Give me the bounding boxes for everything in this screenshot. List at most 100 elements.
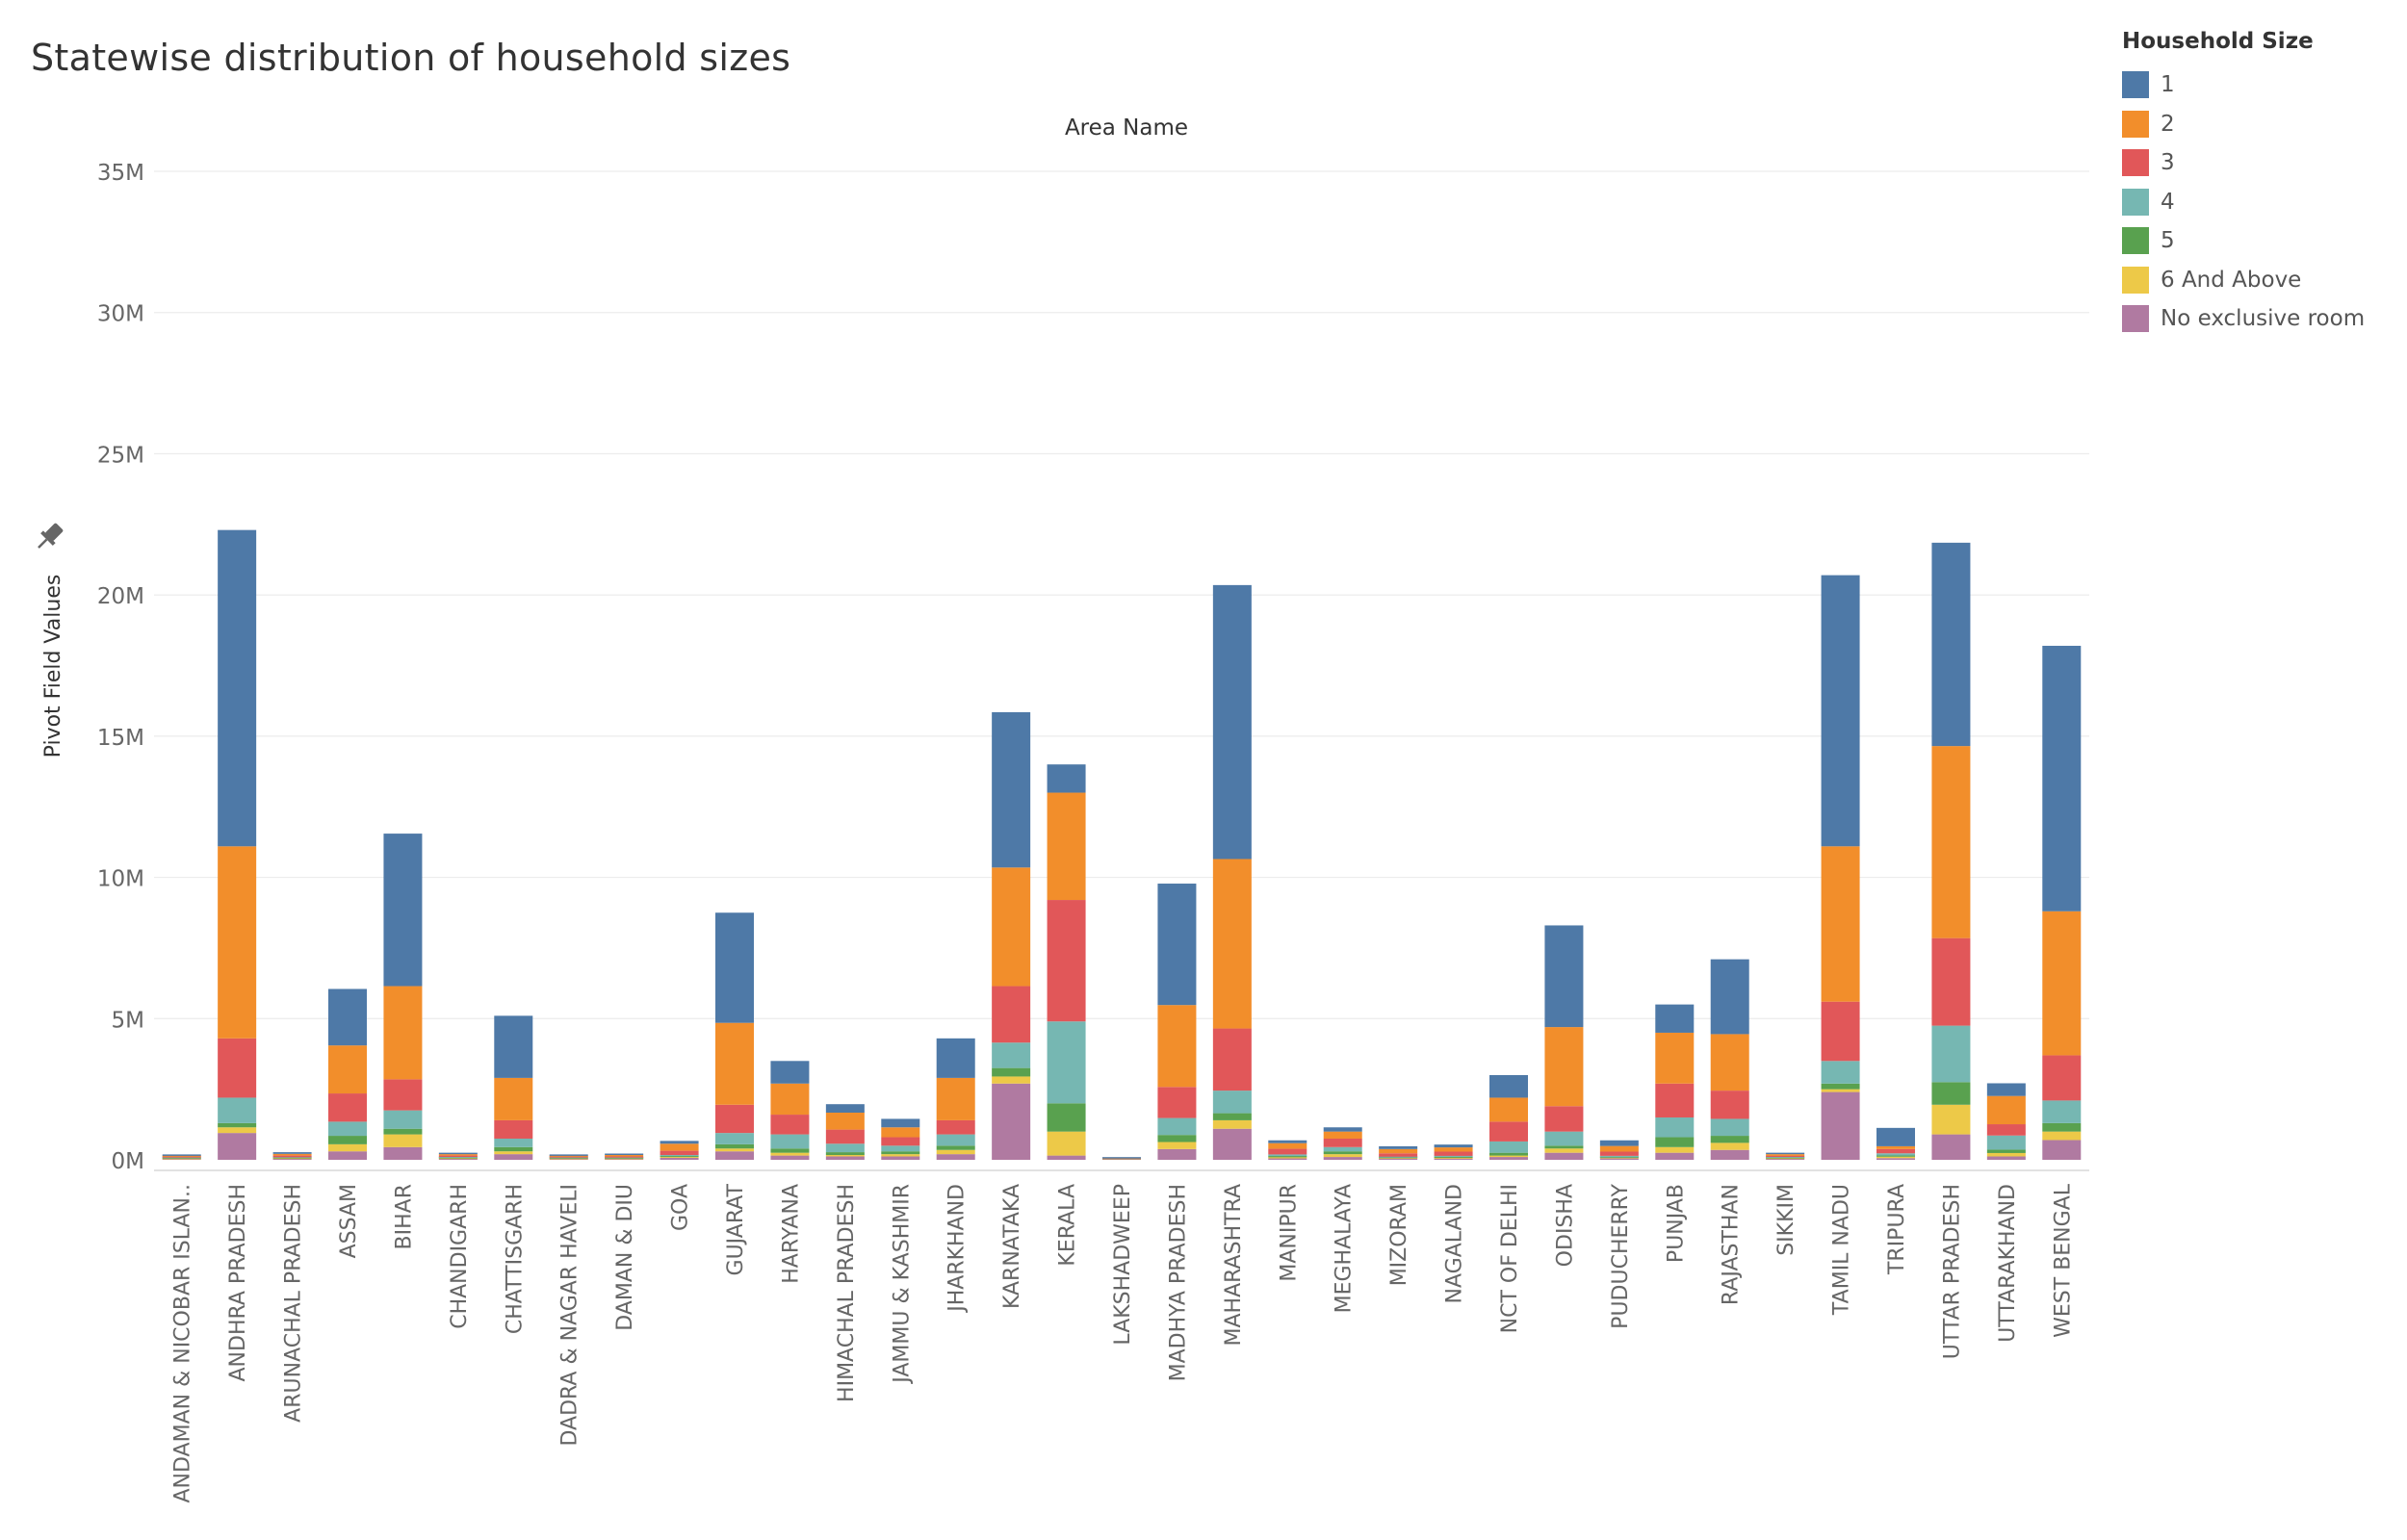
- pin-icon[interactable]: [33, 521, 66, 554]
- bar-segment[interactable]: [328, 1121, 367, 1137]
- bar-segment[interactable]: [1986, 1156, 2026, 1160]
- bar-stack[interactable]: [715, 912, 754, 1160]
- bar-segment[interactable]: [1489, 1155, 1528, 1158]
- bar-segment[interactable]: [715, 1143, 754, 1149]
- legend-item[interactable]: 4: [2122, 183, 2365, 222]
- bar-segment[interactable]: [1544, 1131, 1584, 1146]
- bar-segment[interactable]: [549, 1155, 588, 1157]
- bar-segment[interactable]: [1655, 1152, 1695, 1160]
- bar-segment[interactable]: [605, 1156, 644, 1158]
- bar-segment[interactable]: [1102, 1157, 1141, 1159]
- bar-segment[interactable]: [1047, 764, 1086, 793]
- bar-segment[interactable]: [1931, 746, 1971, 938]
- bar-segment[interactable]: [1821, 1083, 1860, 1090]
- bar-segment[interactable]: [1212, 1091, 1252, 1114]
- bar-segment[interactable]: [660, 1141, 699, 1144]
- bar-segment[interactable]: [1931, 542, 1971, 747]
- bar-segment[interactable]: [936, 1119, 975, 1135]
- bar-stack[interactable]: [1544, 925, 1584, 1160]
- bar-segment[interactable]: [2042, 645, 2082, 911]
- bar-segment[interactable]: [162, 1156, 201, 1158]
- bar-segment[interactable]: [1157, 1117, 1197, 1136]
- bar-stack[interactable]: [660, 1141, 699, 1160]
- bar-segment[interactable]: [1323, 1157, 1362, 1160]
- bar-segment[interactable]: [1931, 937, 1971, 1026]
- bar-segment[interactable]: [1268, 1154, 1307, 1157]
- bar-segment[interactable]: [770, 1083, 810, 1116]
- bar-segment[interactable]: [1931, 1104, 1971, 1135]
- bar-stack[interactable]: [1157, 884, 1197, 1160]
- bar-segment[interactable]: [2042, 1122, 2082, 1132]
- bar-segment[interactable]: [1323, 1151, 1362, 1155]
- bar-segment[interactable]: [1821, 1061, 1860, 1084]
- bar-segment[interactable]: [1599, 1155, 1639, 1158]
- bar-segment[interactable]: [1710, 959, 1749, 1035]
- bar-segment[interactable]: [1766, 1155, 1805, 1158]
- bar-segment[interactable]: [715, 1022, 754, 1105]
- bar-segment[interactable]: [218, 1097, 257, 1123]
- bar-segment[interactable]: [1986, 1124, 2026, 1136]
- bar-segment[interactable]: [715, 1151, 754, 1160]
- bar-segment[interactable]: [1876, 1148, 1915, 1154]
- bar-segment[interactable]: [1489, 1097, 1528, 1122]
- bar-stack[interactable]: [1766, 1152, 1805, 1161]
- bar-segment[interactable]: [1157, 884, 1197, 1006]
- bar-segment[interactable]: [218, 1122, 257, 1128]
- bar-segment[interactable]: [1931, 1082, 1971, 1105]
- bar-segment[interactable]: [825, 1154, 865, 1157]
- bar-stack[interactable]: [936, 1038, 975, 1160]
- bar-segment[interactable]: [1047, 900, 1086, 1022]
- bar-stack[interactable]: [992, 711, 1031, 1160]
- bar-segment[interactable]: [1212, 584, 1252, 860]
- bar-stack[interactable]: [549, 1154, 588, 1160]
- bar-segment[interactable]: [1986, 1135, 2026, 1150]
- bar-segment[interactable]: [1876, 1155, 1915, 1157]
- bar-stack[interactable]: [1710, 959, 1749, 1160]
- bar-stack[interactable]: [1655, 1004, 1695, 1160]
- bar-stack[interactable]: [218, 529, 257, 1160]
- bar-segment[interactable]: [715, 1133, 754, 1144]
- bar-segment[interactable]: [162, 1154, 201, 1156]
- bar-segment[interactable]: [936, 1134, 975, 1146]
- bar-segment[interactable]: [1323, 1146, 1362, 1152]
- bar-segment[interactable]: [1766, 1152, 1805, 1155]
- bar-segment[interactable]: [438, 1154, 478, 1156]
- bar-segment[interactable]: [2042, 911, 2082, 1056]
- legend-item[interactable]: 5: [2122, 221, 2365, 261]
- bar-segment[interactable]: [1766, 1158, 1805, 1161]
- bar-segment[interactable]: [1268, 1148, 1307, 1155]
- bar-segment[interactable]: [383, 1146, 423, 1160]
- bar-segment[interactable]: [1268, 1157, 1307, 1159]
- bar-segment[interactable]: [1434, 1151, 1473, 1156]
- bar-stack[interactable]: [1323, 1127, 1362, 1160]
- bar-segment[interactable]: [1544, 925, 1584, 1028]
- bar-segment[interactable]: [992, 711, 1031, 868]
- bar-segment[interactable]: [438, 1158, 478, 1161]
- bar-segment[interactable]: [1821, 1091, 1860, 1160]
- bar-segment[interactable]: [1655, 1004, 1695, 1033]
- bar-segment[interactable]: [1268, 1158, 1307, 1161]
- bar-segment[interactable]: [1821, 575, 1860, 847]
- bar-segment[interactable]: [1544, 1027, 1584, 1107]
- bar-segment[interactable]: [936, 1149, 975, 1155]
- bar-segment[interactable]: [1323, 1138, 1362, 1147]
- bar-segment[interactable]: [494, 1119, 533, 1139]
- bar-stack[interactable]: [881, 1118, 920, 1160]
- bar-segment[interactable]: [770, 1134, 810, 1149]
- legend-item[interactable]: 6 And Above: [2122, 261, 2365, 300]
- bar-segment[interactable]: [1047, 1131, 1086, 1156]
- legend-item[interactable]: 3: [2122, 143, 2365, 183]
- bar-stack[interactable]: [1821, 575, 1860, 1160]
- bar-segment[interactable]: [1986, 1083, 2026, 1096]
- legend-item[interactable]: 2: [2122, 105, 2365, 144]
- bar-segment[interactable]: [494, 1151, 533, 1155]
- bar-segment[interactable]: [1766, 1154, 1805, 1156]
- bar-stack[interactable]: [1931, 542, 1971, 1160]
- bar-stack[interactable]: [383, 834, 423, 1160]
- bar-segment[interactable]: [328, 1136, 367, 1144]
- bar-segment[interactable]: [992, 1042, 1031, 1068]
- bar-segment[interactable]: [328, 1093, 367, 1122]
- bar-segment[interactable]: [438, 1156, 478, 1158]
- bar-segment[interactable]: [660, 1157, 699, 1160]
- bar-segment[interactable]: [494, 1146, 533, 1152]
